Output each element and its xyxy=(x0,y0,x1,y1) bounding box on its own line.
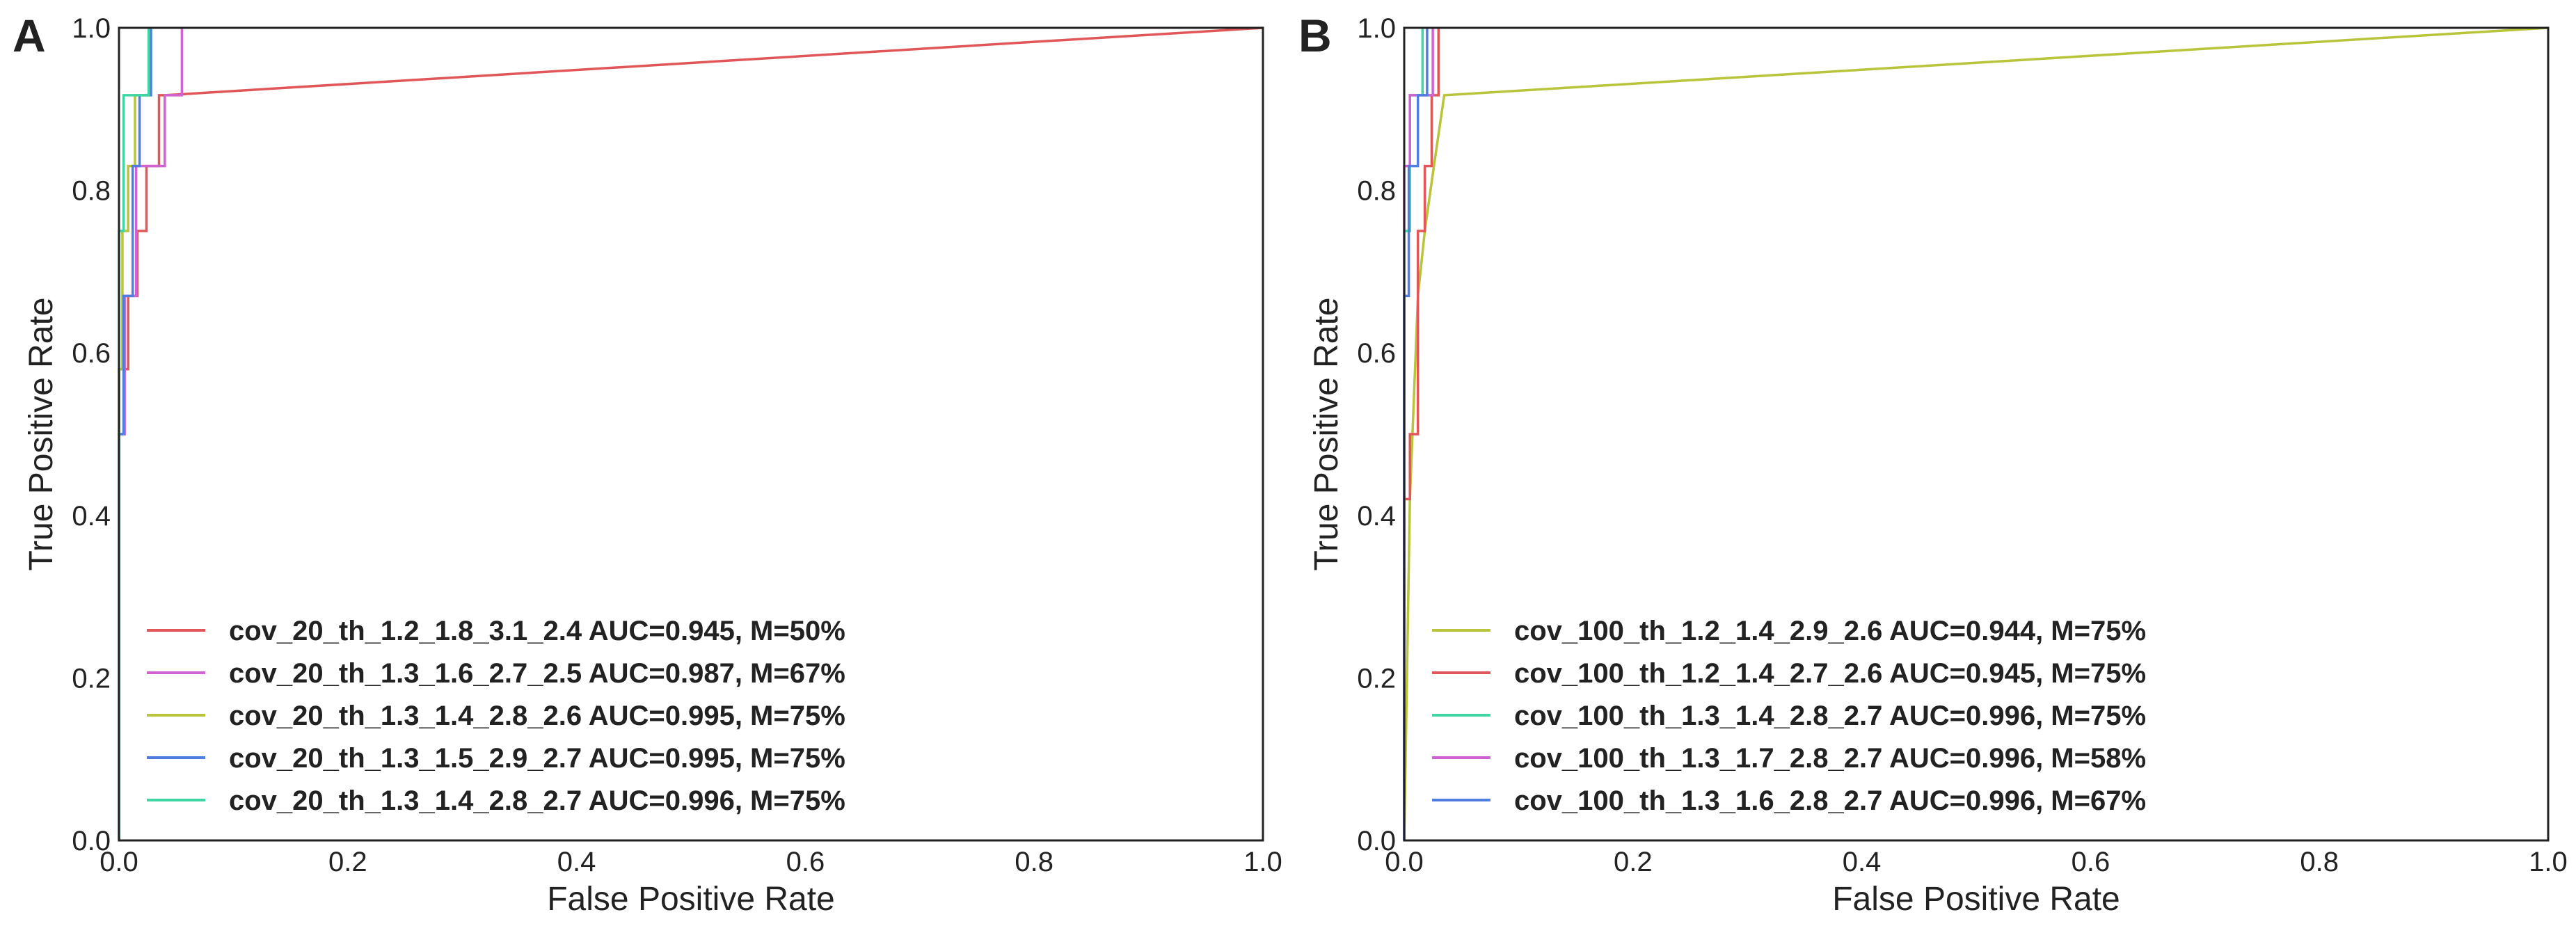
panel-letter-b: B xyxy=(1298,10,1332,61)
panel-a-x-tick-label: 0.2 xyxy=(328,847,367,877)
panel-a-y-tick-label: 0.0 xyxy=(72,826,111,856)
panel-a-roc-curve-1 xyxy=(118,26,1264,840)
panel-a-y-axis-label: True Positive Rate xyxy=(23,297,60,570)
panel-b-x-tick-label: 0.8 xyxy=(2300,847,2339,877)
panel-a-legend-label-5: cov_20_th_1.3_1.4_2.8_2.7 AUC=0.996, M=7… xyxy=(229,785,845,816)
panel-b-legend-label-2: cov_100_th_1.2_1.4_2.7_2.6 AUC=0.945, M=… xyxy=(1514,658,2146,689)
panel-a: A 0.0 0.2 0.4 0.6 0.8 1.0 0.0 0.2 0.4 0.6 0.8 1.0 F… xyxy=(13,10,1282,918)
panel-b-legend-label-4: cov_100_th_1.3_1.7_2.8_2.7 AUC=0.996, M=… xyxy=(1514,743,2146,774)
panel-a-series xyxy=(118,26,1264,840)
panel-a-x-tick-label: 0.0 xyxy=(100,847,138,877)
panel-b-legend: cov_100_th_1.2_1.4_2.9_2.6 AUC=0.944, M=… xyxy=(1432,616,2146,816)
panel-a-legend: cov_20_th_1.2_1.8_3.1_2.4 AUC=0.945, M=5… xyxy=(147,616,845,816)
panel-a-legend-label-2: cov_20_th_1.3_1.6_2.7_2.5 AUC=0.987, M=6… xyxy=(229,658,845,689)
panel-b-legend-label-1: cov_100_th_1.2_1.4_2.9_2.6 AUC=0.944, M=… xyxy=(1514,616,2146,646)
panel-b-x-tick-label: 0.0 xyxy=(1385,847,1424,877)
panel-b-y-tick-label: 0.6 xyxy=(1357,338,1396,369)
panel-b: B 0.0 0.2 0.4 0.6 0.8 1.0 0.0 0.2 0.4 0.6 0.8 1.0 F… xyxy=(1298,10,2568,918)
panel-a-x-tick-label: 0.6 xyxy=(786,847,825,877)
panel-a-y-tick-label: 0.6 xyxy=(72,338,111,369)
panel-a-x-axis-label: False Positive Rate xyxy=(547,881,835,918)
panel-letter-a: A xyxy=(13,10,46,61)
panel-b-plot-frame xyxy=(1403,26,2550,842)
panel-b-x-axis-label: False Positive Rate xyxy=(1832,881,2120,918)
panel-b-y-tick-label: 0.4 xyxy=(1357,501,1396,532)
panel-b-legend-label-3: cov_100_th_1.3_1.4_2.8_2.7 AUC=0.996, M=… xyxy=(1514,701,2146,731)
panel-b-x-tick-label: 0.2 xyxy=(1614,847,1653,877)
panel-b-y-tick-label: 0.0 xyxy=(1357,826,1396,856)
panel-a-x-tick-label: 0.8 xyxy=(1015,847,1054,877)
panel-a-y-tick-label: 0.4 xyxy=(72,501,111,532)
panel-b-y-axis-label: True Positive Rate xyxy=(1308,297,1345,570)
panel-a-legend-label-4: cov_20_th_1.3_1.5_2.9_2.7 AUC=0.995, M=7… xyxy=(229,743,845,774)
panel-a-x-tick-label: 1.0 xyxy=(1243,847,1282,877)
panel-a-legend-label-3: cov_20_th_1.3_1.4_2.8_2.6 AUC=0.995, M=7… xyxy=(229,701,845,731)
panel-b-x-tick-label: 0.6 xyxy=(2072,847,2110,877)
panel-a-y-tick-label: 1.0 xyxy=(72,13,111,44)
panel-b-x-tick-label: 0.4 xyxy=(1843,847,1882,877)
panel-a-y-tick-label: 0.2 xyxy=(72,663,111,694)
panel-b-ticks: 0.0 0.2 0.4 0.6 0.8 1.0 0.0 0.2 0.4 0.6 0.8 1.0 xyxy=(1357,13,2567,877)
panel-b-y-tick-label: 1.0 xyxy=(1357,13,1396,44)
panel-b-y-tick-label: 0.8 xyxy=(1357,176,1396,207)
panel-a-y-tick-label: 0.8 xyxy=(72,176,111,207)
panel-b-legend-label-5: cov_100_th_1.3_1.6_2.8_2.7 AUC=0.996, M=… xyxy=(1514,785,2146,816)
panel-a-ticks: 0.0 0.2 0.4 0.6 0.8 1.0 0.0 0.2 0.4 0.6 0.8 1.0 xyxy=(72,13,1282,877)
panel-b-x-tick-label: 1.0 xyxy=(2529,847,2568,877)
panel-a-x-tick-label: 0.4 xyxy=(557,847,596,877)
panel-b-y-tick-label: 0.2 xyxy=(1357,663,1396,694)
panel-a-plot-frame xyxy=(118,26,1264,842)
panel-a-legend-label-1: cov_20_th_1.2_1.8_3.1_2.4 AUC=0.945, M=5… xyxy=(229,616,845,646)
